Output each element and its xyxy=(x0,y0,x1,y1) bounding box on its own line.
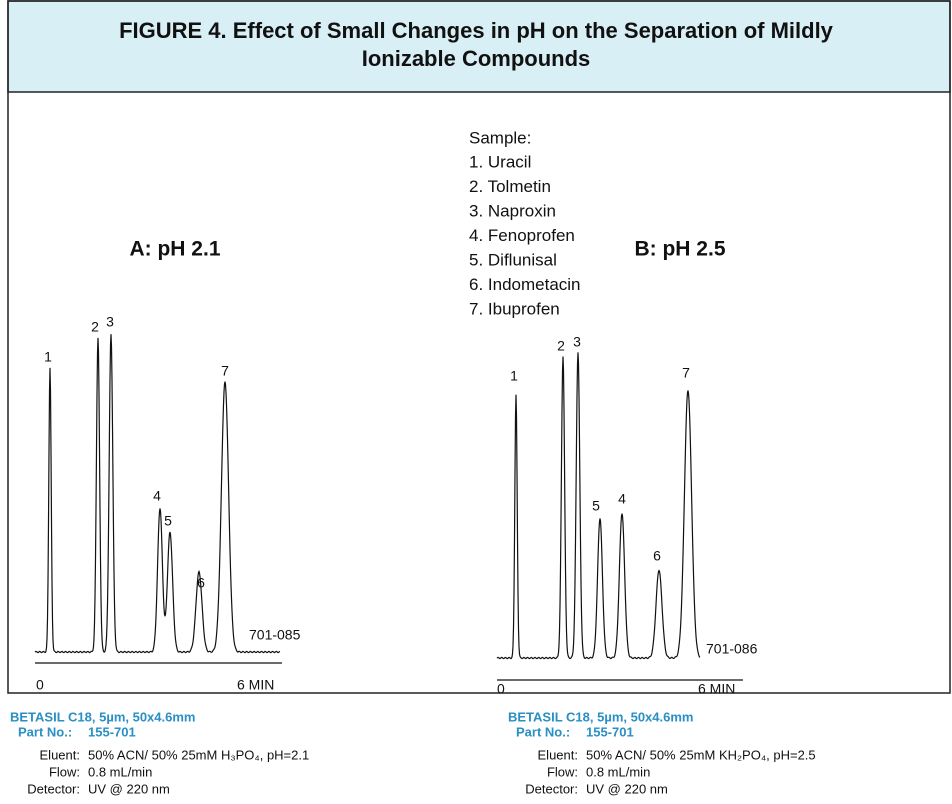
part-label: Part No.: xyxy=(18,724,72,739)
condition-label: Eluent: xyxy=(538,747,578,762)
title: Ionizable Compounds xyxy=(362,46,591,71)
panel-label: B: pH 2.5 xyxy=(634,238,725,261)
condition-label: Eluent: xyxy=(40,747,80,762)
condition-value: UV @ 220 nm xyxy=(88,781,170,796)
condition-value: 0.8 mL/min xyxy=(88,764,152,779)
axis-end: 6 MIN xyxy=(698,681,735,697)
peak-label: 7 xyxy=(221,363,229,379)
panel-label: A: pH 2.1 xyxy=(129,238,220,261)
peak-label: 2 xyxy=(91,319,99,335)
sample-item: 6. Indometacin xyxy=(469,275,581,294)
figure-frame xyxy=(7,0,951,694)
condition-value: 50% ACN/ 50% 25mM KH₂PO₄, pH=2.5 xyxy=(586,747,816,762)
condition-label: Detector: xyxy=(27,781,80,796)
condition-value: UV @ 220 nm xyxy=(586,781,668,796)
part-number: 155-701 xyxy=(88,724,136,739)
part-label: Part No.: xyxy=(516,724,570,739)
sample-item: 2. Tolmetin xyxy=(469,177,551,196)
peak-label: 6 xyxy=(653,548,661,564)
peak-label: 5 xyxy=(592,498,600,514)
condition-label: Flow: xyxy=(49,764,80,779)
condition-value: 50% ACN/ 50% 25mM H₃PO₄, pH=2.1 xyxy=(88,747,309,762)
peak-label: 3 xyxy=(106,314,114,330)
sample-item: 3. Naproxin xyxy=(469,201,556,220)
peak-label: 4 xyxy=(618,491,626,507)
peak-label: 6 xyxy=(197,575,205,591)
condition-value: 0.8 mL/min xyxy=(586,764,650,779)
peak-label: 7 xyxy=(682,365,690,381)
header-band xyxy=(7,0,951,93)
column-name: BETASIL C18, 5µm, 50x4.6mm xyxy=(10,709,195,724)
peak-label: 5 xyxy=(164,513,172,529)
chromatogram-trace xyxy=(34,334,281,654)
column-name: BETASIL C18, 5µm, 50x4.6mm xyxy=(508,709,693,724)
condition-label: Flow: xyxy=(547,764,578,779)
peak-label: 1 xyxy=(44,349,52,365)
sample-code: 701-086 xyxy=(706,641,758,657)
sample-heading: Sample: xyxy=(469,128,531,147)
title: FIGURE 4. Effect of Small Changes in pH … xyxy=(119,18,834,43)
sample-item: 7. Ibuprofen xyxy=(469,299,560,318)
sample-item: 4. Fenoprofen xyxy=(469,226,575,245)
axis-end: 6 MIN xyxy=(237,677,274,693)
peak-label: 4 xyxy=(153,488,161,504)
chromatogram-trace xyxy=(496,352,701,660)
peak-label: 3 xyxy=(573,334,581,350)
condition-label: Detector: xyxy=(525,781,578,796)
peak-label: 2 xyxy=(557,338,565,354)
part-number: 155-701 xyxy=(586,724,634,739)
sample-item: 1. Uracil xyxy=(469,152,531,171)
sample-code: 701-085 xyxy=(249,627,301,643)
axis-start: 0 xyxy=(36,677,44,693)
peak-label: 1 xyxy=(510,368,518,384)
sample-item: 5. Diflunisal xyxy=(469,250,557,269)
axis-start: 0 xyxy=(497,681,505,697)
